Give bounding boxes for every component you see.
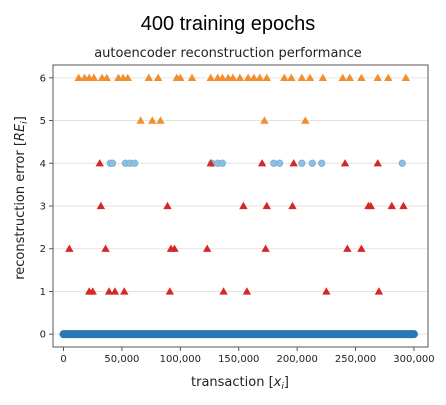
data-point-triangle	[289, 159, 298, 167]
data-point-triangle	[287, 73, 296, 81]
data-marks	[59, 73, 418, 339]
figure-heading: 400 training epochs	[141, 13, 316, 35]
data-point-triangle	[136, 116, 145, 124]
data-point-triangle	[374, 287, 384, 295]
data-point-triangle	[387, 201, 396, 210]
data-point-circle	[276, 159, 284, 167]
data-point-triangle	[187, 73, 197, 81]
data-point-triangle	[165, 287, 175, 295]
y-tick-label: 4	[40, 159, 46, 170]
data-point-triangle	[401, 73, 411, 81]
data-point-triangle	[156, 116, 165, 124]
data-point-triangle	[65, 244, 74, 252]
x-tick-label: 100,000	[160, 354, 201, 365]
data-point-triangle	[110, 287, 120, 295]
data-point-triangle	[340, 159, 350, 167]
data-point-triangle	[88, 287, 97, 295]
data-point-triangle	[297, 73, 307, 81]
data-point-triangle	[89, 73, 99, 81]
y-tick-label: 0	[40, 330, 46, 341]
data-point-triangle	[373, 159, 382, 167]
data-point-triangle	[96, 201, 106, 210]
data-point-triangle	[243, 73, 253, 81]
data-point-triangle	[239, 201, 248, 210]
x-tick-label: 300,000	[393, 354, 434, 365]
x-tick-label: 50,000	[104, 354, 139, 365]
data-point-triangle	[249, 73, 259, 81]
x-tick-label: 150,000	[218, 354, 259, 365]
data-point-triangle	[163, 201, 172, 210]
data-point-triangle	[206, 159, 215, 167]
data-point-triangle	[257, 159, 267, 167]
x-tick-label: 250,000	[335, 354, 376, 365]
data-point-triangle	[235, 73, 245, 81]
y-tick-label: 1	[40, 287, 46, 298]
data-point-triangle	[260, 116, 269, 124]
data-point-triangle	[318, 73, 328, 81]
y-tick-label: 3	[40, 202, 46, 213]
data-point-triangle	[255, 73, 264, 81]
data-point-triangle	[104, 287, 114, 295]
x-tick-label: 0	[60, 354, 66, 365]
data-point-circle	[308, 159, 316, 167]
data-point-triangle	[261, 244, 270, 252]
data-point-circle	[398, 159, 406, 167]
data-point-triangle	[242, 287, 252, 295]
data-point-triangle	[357, 73, 366, 81]
data-point-triangle	[206, 73, 215, 81]
data-point-triangle	[120, 287, 129, 295]
data-point-triangle	[262, 73, 271, 81]
data-point-triangle	[148, 116, 157, 124]
data-point-triangle	[399, 201, 408, 210]
data-point-triangle	[153, 73, 163, 81]
data-point-triangle	[176, 73, 185, 81]
y-tick-label: 6	[40, 73, 46, 84]
data-point-triangle	[366, 201, 375, 210]
data-point-triangle	[74, 73, 83, 81]
data-point-triangle	[373, 73, 382, 81]
data-point-circle	[318, 159, 326, 167]
data-point-triangle	[357, 244, 366, 252]
x-tick-label: 200,000	[276, 354, 317, 365]
data-point-triangle	[144, 73, 153, 81]
data-point-triangle	[301, 116, 310, 124]
axis-ticks: 0 1 2 3 4 5 6 0 50,000 100,000 150,000 200,000 250,0…	[40, 73, 435, 365]
data-point-triangle	[101, 244, 110, 252]
data-point-triangle	[345, 73, 354, 81]
data-point-triangle	[218, 73, 227, 81]
data-point-triangle	[219, 287, 228, 295]
data-point-triangle	[203, 244, 212, 252]
data-point-triangle	[288, 201, 297, 210]
data-point-triangle	[228, 73, 238, 81]
data-point-triangle	[95, 159, 104, 167]
data-point-circle	[218, 159, 226, 167]
data-point-triangle	[280, 73, 289, 81]
data-point-triangle	[102, 73, 111, 81]
y-tick-label: 5	[40, 116, 46, 127]
data-point-triangle	[384, 73, 393, 81]
x-axis-label: transaction [xi]	[191, 375, 289, 392]
data-point-triangle	[338, 73, 347, 81]
data-point-triangle	[262, 201, 271, 210]
data-point-triangle	[343, 244, 352, 252]
chart-title: autoencoder reconstruction performance	[94, 46, 362, 61]
y-tick-label: 2	[40, 244, 46, 255]
data-point-circle	[131, 159, 139, 167]
data-point-triangle	[305, 73, 315, 81]
data-point-triangle	[123, 73, 132, 81]
data-point-triangle	[322, 287, 331, 295]
data-point-circle	[298, 159, 306, 167]
data-point-triangle	[170, 244, 179, 252]
data-point-circle	[108, 159, 117, 167]
y-axis-label: reconstruction error [REi]	[13, 116, 30, 280]
